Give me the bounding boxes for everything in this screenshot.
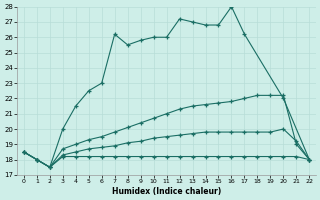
X-axis label: Humidex (Indice chaleur): Humidex (Indice chaleur) [112,187,221,196]
